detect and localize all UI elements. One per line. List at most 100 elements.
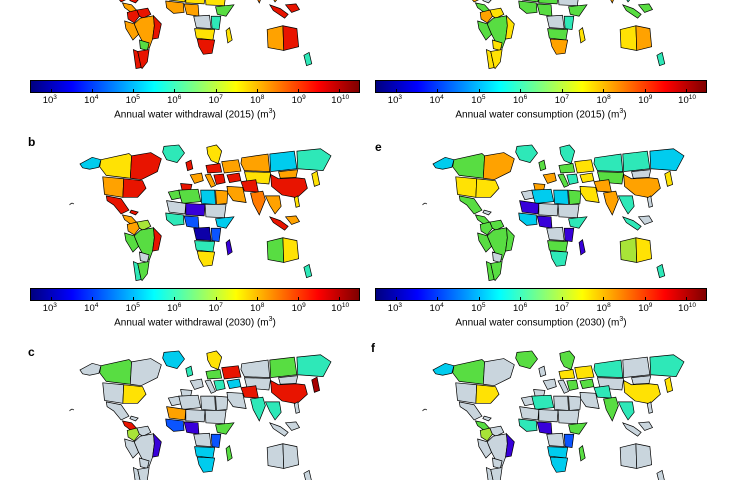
map-region-australia-west (620, 26, 637, 51)
map-region-japan (665, 377, 673, 392)
map-region-usa-east (476, 385, 499, 404)
map-region-libya (554, 190, 569, 204)
map-region-venezuela (137, 8, 151, 18)
map-region-japan (665, 171, 673, 186)
map-region-indonesia-west (270, 5, 288, 18)
colorbar-tickmark (603, 297, 605, 300)
map-region-indonesia-west (270, 217, 288, 230)
map-region-egypt (216, 396, 228, 410)
map-region-russia-east (650, 355, 684, 377)
map-region-australia-west (267, 238, 284, 263)
map-region-philippines (294, 402, 299, 413)
map-region-cuba (483, 210, 491, 215)
map-region-new-zealand (657, 470, 665, 480)
colorbar-tick-label: 1010 (678, 302, 696, 315)
colorbar-tick-label: 106 (513, 302, 528, 315)
map-region-southern-africa (197, 457, 214, 472)
map-region-sudan (558, 204, 579, 217)
map-region-ethiopia (569, 423, 587, 434)
colorbar-tick-label: 1010 (331, 94, 350, 107)
map-region-saudi (227, 186, 246, 202)
map-region-australia-west (267, 444, 284, 469)
map-region-egypt (216, 190, 228, 204)
map-region-new-zealand (657, 264, 665, 277)
map-region-se-asia (265, 402, 281, 420)
map-region-canada-east (130, 153, 161, 180)
map-region-philippines (294, 196, 299, 207)
map-region-cuba (130, 0, 138, 3)
map-region-philippines (647, 196, 652, 207)
map-region-peru (125, 439, 139, 458)
map-region-niger-chad (539, 409, 558, 421)
map-region-turkey (227, 379, 241, 389)
map-region-alaska (433, 363, 454, 375)
map-region-ethiopia (569, 217, 587, 228)
map-region-mongolia (632, 376, 651, 385)
map-region-southern-africa (550, 457, 567, 472)
map-region-central-europe (206, 370, 222, 380)
map-region-madagascar (226, 28, 232, 43)
map-region-canada-west (453, 360, 485, 385)
colorbar-tick-label: 103 (387, 302, 403, 315)
map-region-turkey (580, 173, 594, 183)
map-region-italy (205, 174, 215, 187)
colorbar-tick-label: 109 (638, 302, 653, 315)
map-region-turkey (227, 173, 241, 183)
map-region-egypt (569, 190, 581, 204)
map-region-alaska (433, 157, 454, 169)
map-region-sudan (205, 0, 226, 6)
map-region-madagascar (579, 28, 585, 43)
map-region-east-africa (564, 16, 574, 29)
map-region-angola-zambia (195, 241, 215, 252)
colorbar-tick-label: 109 (638, 94, 653, 107)
map-region-east-africa (211, 16, 221, 29)
map-region-central-europe (206, 164, 222, 174)
map-region-venezuela (490, 426, 504, 436)
map-region-australia-east (283, 238, 299, 263)
map-region-mauritania-mali (520, 201, 539, 214)
map-region-argentina (491, 50, 502, 69)
map-region-angola-zambia (195, 29, 215, 40)
map-region-cuba (130, 210, 138, 215)
colorbar-gradient (30, 288, 360, 301)
map-region-indonesia-west (623, 423, 641, 436)
map-region-central-europe (559, 164, 575, 174)
colorbar-tickmark (91, 297, 93, 300)
map-region-drc (194, 15, 211, 28)
colorbar-tickmark (174, 297, 176, 300)
map-region-indonesia-west (623, 217, 641, 230)
map-region-greenland (163, 145, 185, 163)
map-region-sudan (205, 204, 226, 217)
map-region-cuba (483, 416, 491, 421)
map-region-scandinavia (560, 145, 575, 164)
colorbar-tickmark (686, 89, 688, 92)
map-region-france (543, 173, 556, 183)
map-region-china (271, 174, 308, 197)
map-region-argentina (138, 262, 149, 281)
map-region-brazil-east (153, 228, 162, 251)
map-region-chile (486, 468, 494, 480)
map-region-niger-chad (186, 203, 205, 215)
map-region-saudi (580, 392, 599, 408)
colorbar-label: Annual water consumption (2030) (m3) (455, 316, 627, 329)
map-region-southern-africa (197, 251, 214, 266)
map-region-brazil-east (153, 16, 162, 39)
map-region-madagascar (579, 446, 585, 461)
map-region-russia-east (650, 149, 684, 171)
map-region-russia-east (297, 149, 331, 171)
map-region-drc (547, 433, 564, 446)
map-region-scandinavia (207, 351, 222, 370)
colorbar-tick-label: 105 (471, 94, 486, 107)
map-region-usa-west (456, 177, 477, 197)
world-map-panel-a (66, 0, 338, 70)
panel-label-b: b (28, 135, 36, 149)
map-region-australia-west (620, 238, 637, 263)
map-region-mexico (459, 402, 482, 420)
map-region-colombia (480, 10, 492, 23)
map-region-algeria (532, 189, 554, 203)
small-island-mark (69, 202, 75, 206)
map-region-canada-east (483, 153, 514, 180)
map-region-mauritania-mali (167, 201, 186, 214)
colorbar-tickmark (561, 89, 563, 92)
map-region-ethiopia (569, 5, 587, 16)
